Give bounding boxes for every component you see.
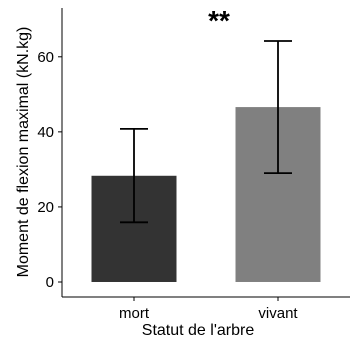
x-axis-ticks: mort vivant — [119, 297, 298, 322]
significance-annotation: ** — [208, 5, 230, 36]
x-tick-label-mort: mort — [119, 305, 150, 322]
y-tick-label: 0 — [46, 274, 54, 291]
y-axis-ticks: 0 20 40 60 — [37, 49, 62, 291]
axes — [61, 8, 350, 298]
y-tick-label: 20 — [37, 199, 54, 216]
bars — [91, 107, 321, 282]
x-axis-title: Statut de l'arbre — [142, 322, 255, 339]
y-tick-label: 60 — [37, 49, 54, 66]
y-tick-label: 40 — [37, 124, 54, 141]
y-axis-title: Moment de flexion maximal (kN.kg) — [15, 27, 32, 278]
error-bars — [120, 40, 292, 224]
x-tick-label-vivant: vivant — [258, 305, 298, 322]
